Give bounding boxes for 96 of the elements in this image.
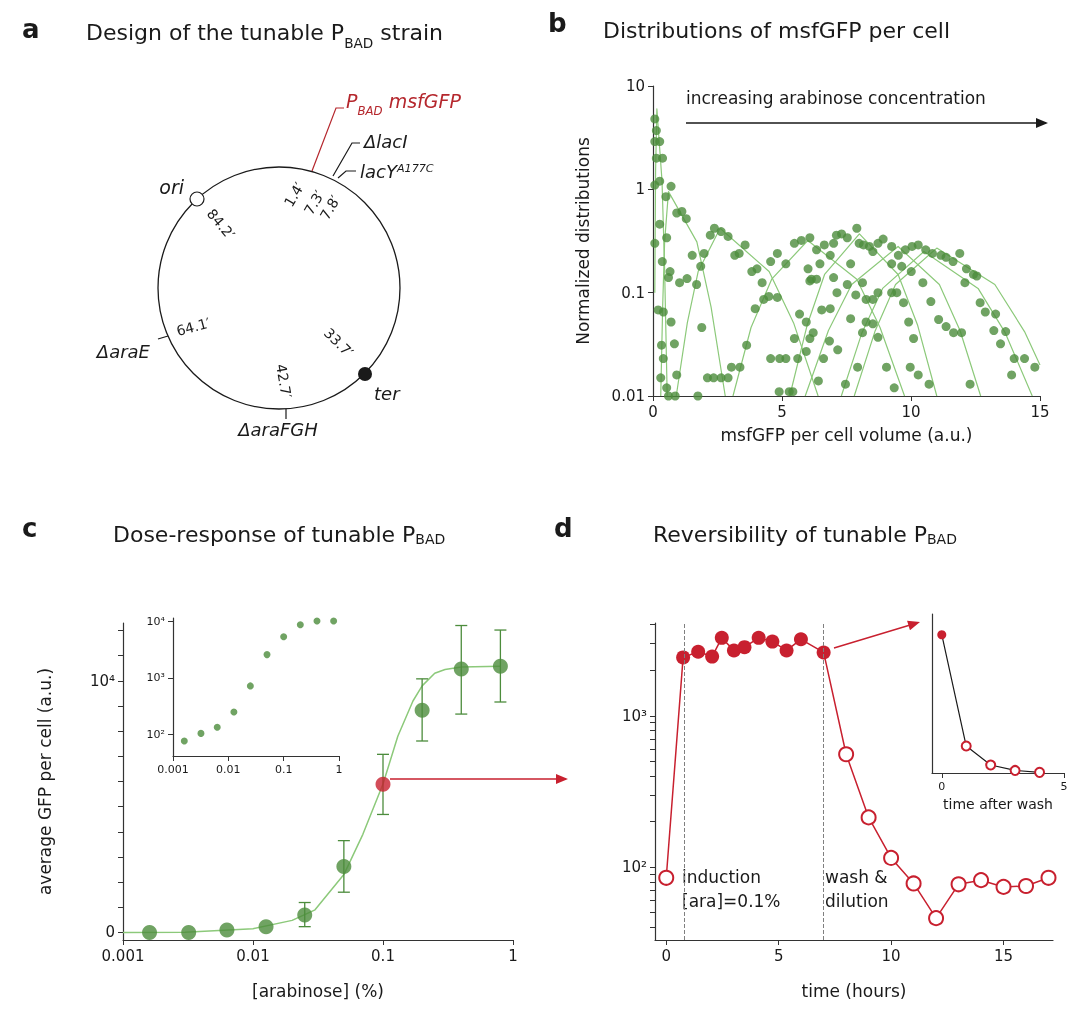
point [1034,766,1046,778]
point [1009,764,1021,776]
point [765,634,780,649]
point [414,702,430,718]
point [905,875,922,892]
x-tick-label: 0.001 [101,946,145,965]
point [779,643,794,658]
point [142,924,158,940]
point [658,869,675,886]
y-tick-label: 0.01 [611,387,645,405]
text: ΔaraFGH [236,419,319,440]
point [180,737,188,745]
point [492,658,508,674]
x-tick-label: 0.01 [236,946,270,965]
x-tick-label: 1 [335,763,343,776]
x-axis-title: msfGFP per cell volume (a.u.) [720,424,973,445]
point [375,776,391,792]
y-tick-label: 1 [635,180,645,199]
text: ΔlacI [362,131,408,152]
y-tick-label: 10³ [146,671,165,685]
y-tick-label: 10⁴ [89,671,115,690]
x-tick-label: 10 [881,946,901,965]
annotation: induction [ara]=0.1% [682,867,781,911]
x-axis-title: time (hours) [801,980,907,1001]
text: P$_{BAD}$ msfGFP [346,90,462,118]
point [714,630,729,645]
point [219,922,235,938]
x-tick-label: 0.1 [274,763,293,776]
point [691,644,706,659]
annotation: wash & dilution [825,867,889,911]
text: ter [374,383,402,404]
y-tick-label: 10³ [621,706,647,725]
x-tick-label: 5 [1060,780,1068,793]
x-tick-label: 0.1 [371,946,395,965]
text: 64.1′ [174,314,212,339]
x-axis-title: time after wash [943,795,1053,812]
annotation: increasing arabinose concentration [686,88,986,108]
point [246,682,254,690]
point [995,878,1012,895]
point [453,661,469,677]
point [950,876,967,893]
point [197,729,205,737]
y-axis-title: Normalized distributions [572,137,593,345]
chart-title: Dose-response of tunable PBAD [113,521,446,547]
point [263,651,271,659]
x-tick-label: 1 [508,946,518,965]
point [960,740,972,752]
point [181,924,197,940]
x-axis-title: [arabinose] (%) [252,980,384,1001]
point [336,859,352,875]
y-tick-label: 10² [621,858,647,877]
point [816,645,831,660]
x-tick-label: 0 [661,946,672,965]
point [985,759,997,771]
y-axis-title: average GFP per cell (a.u.) [34,667,55,896]
point [676,650,691,665]
x-tick-label: 15 [993,946,1014,965]
text: ΔaraE [94,341,151,362]
point [860,809,877,826]
point [1040,869,1057,886]
point [297,907,313,923]
x-tick-label: 5 [777,402,787,421]
point [737,640,752,655]
point [937,630,947,640]
point [258,919,274,935]
point [751,630,766,645]
x-tick-label: 10 [901,402,921,421]
point [330,617,338,625]
point [883,849,900,866]
point [296,621,304,629]
y-tick-label: 10⁴ [146,614,166,628]
text: d [554,513,573,543]
chart-title: Reversibility of tunable PBAD [653,521,957,547]
y-tick-label: 10² [146,728,165,742]
y-tick-label: 10 [625,77,645,95]
text: c [22,513,38,543]
y-tick-label: 0.1 [621,283,645,302]
text: b [548,8,567,38]
point [705,649,720,664]
text: 42.7′ [273,362,295,400]
point [793,632,808,647]
point [928,910,945,927]
chart-title: Distributions of msfGFP per cell [603,17,950,43]
text: lacY$^{A177C}$ [360,161,434,182]
point [213,723,221,731]
x-tick-label: 0.01 [216,763,241,776]
x-tick-label: 15 [1030,402,1050,421]
x-tick-label: 0.001 [157,763,189,776]
text: a [22,14,40,44]
point [280,633,288,641]
text: ori [159,176,185,198]
point [838,746,855,763]
x-tick-label: 5 [773,946,784,965]
point [1018,878,1035,895]
text: Design of the tunable P$_{BAD}$ strain [86,20,443,51]
point [973,872,990,889]
